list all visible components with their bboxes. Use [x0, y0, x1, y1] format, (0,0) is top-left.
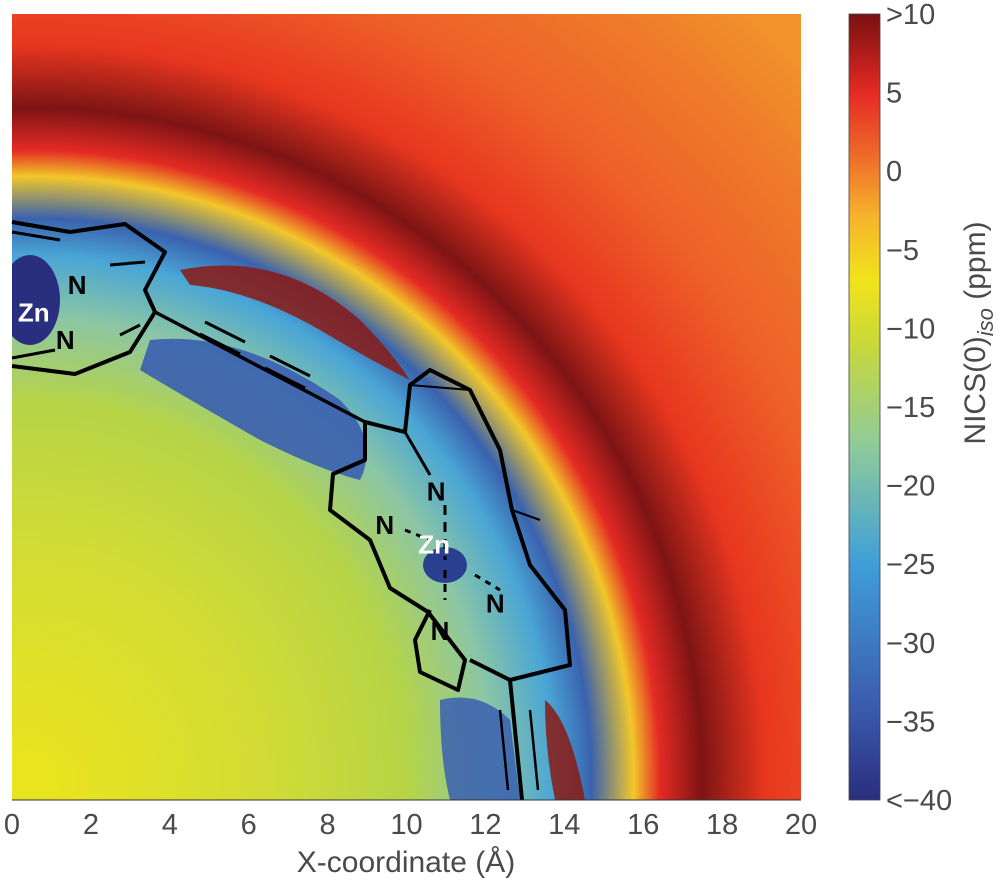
- nitrogen-atom-label: N: [427, 476, 446, 506]
- colorbar-title-unit: (ppm): [959, 221, 992, 308]
- colorbar: >10 5 0 −5 −10 −15 −20 −25 −30 −35 <−40 NICS(0)iso…: [848, 0, 998, 817]
- shielded-zone-upper: [140, 338, 367, 480]
- x-tick-label: 18: [706, 809, 738, 841]
- shielded-core-zn2: [423, 547, 467, 583]
- colorbar-tick-label: 5: [886, 78, 902, 110]
- colorbar-gradient: [848, 13, 881, 801]
- nitrogen-atom-label: N: [431, 616, 450, 646]
- x-tick-label: 16: [627, 809, 659, 841]
- porphyrin-overlay: [11, 220, 572, 801]
- colorbar-tick-label: −10: [886, 313, 935, 345]
- colorbar-title: NICS(0)iso (ppm): [959, 221, 998, 444]
- colorbar-tick-label: −20: [886, 471, 935, 503]
- x-tick-label: 2: [83, 809, 99, 841]
- colorbar-tick-label: >10: [886, 0, 935, 31]
- deshielded-zone-upper: [180, 265, 410, 380]
- zinc-atom-label: Zn: [18, 298, 50, 328]
- shielded-core-zn1: [12, 255, 60, 345]
- colorbar-tick-labels: >10 5 0 −5 −10 −15 −20 −25 −30 −35 <−40: [886, 0, 952, 817]
- x-tick-label: 14: [548, 809, 580, 841]
- colorbar-title-sub: iso: [973, 308, 998, 336]
- colorbar-tick-label: −25: [886, 549, 935, 581]
- x-tick-label: 20: [785, 809, 817, 841]
- colorbar-tick-label: −30: [886, 628, 935, 660]
- nitrogen-atom-label: N: [56, 325, 75, 355]
- x-tick-label: 6: [241, 809, 257, 841]
- shielded-zone-lower: [440, 697, 520, 800]
- nitrogen-atom-label: N: [375, 510, 394, 540]
- zinc-atom-label: Zn: [418, 530, 450, 560]
- x-axis: 0 2 4 6 8 10 12 14 16 18 20 X-coordinate (Å): [4, 799, 817, 879]
- x-tick-label: 10: [390, 809, 422, 841]
- deshielded-zone-lower: [545, 700, 585, 800]
- colorbar-title-main: NICS(0): [959, 336, 992, 444]
- x-tick-label: 8: [320, 809, 336, 841]
- colorbar-tick-label: 0: [886, 156, 902, 188]
- colorbar-tick-label: −5: [886, 235, 919, 267]
- colorbar-tick-label: −35: [886, 706, 935, 738]
- colorbar-tick-label: <−40: [886, 785, 952, 817]
- x-axis-title: X-coordinate (Å): [297, 846, 515, 879]
- x-tick-label: 0: [4, 809, 20, 841]
- nitrogen-atom-label: N: [68, 270, 87, 300]
- x-tick-label: 12: [469, 809, 501, 841]
- colorbar-tick-label: −15: [886, 392, 935, 424]
- x-tick-label: 4: [162, 809, 178, 841]
- x-tick-labels: 0 2 4 6 8 10 12 14 16 18 20: [4, 809, 817, 841]
- heatmap-field: [12, 14, 801, 800]
- nitrogen-atom-label: N: [486, 589, 505, 619]
